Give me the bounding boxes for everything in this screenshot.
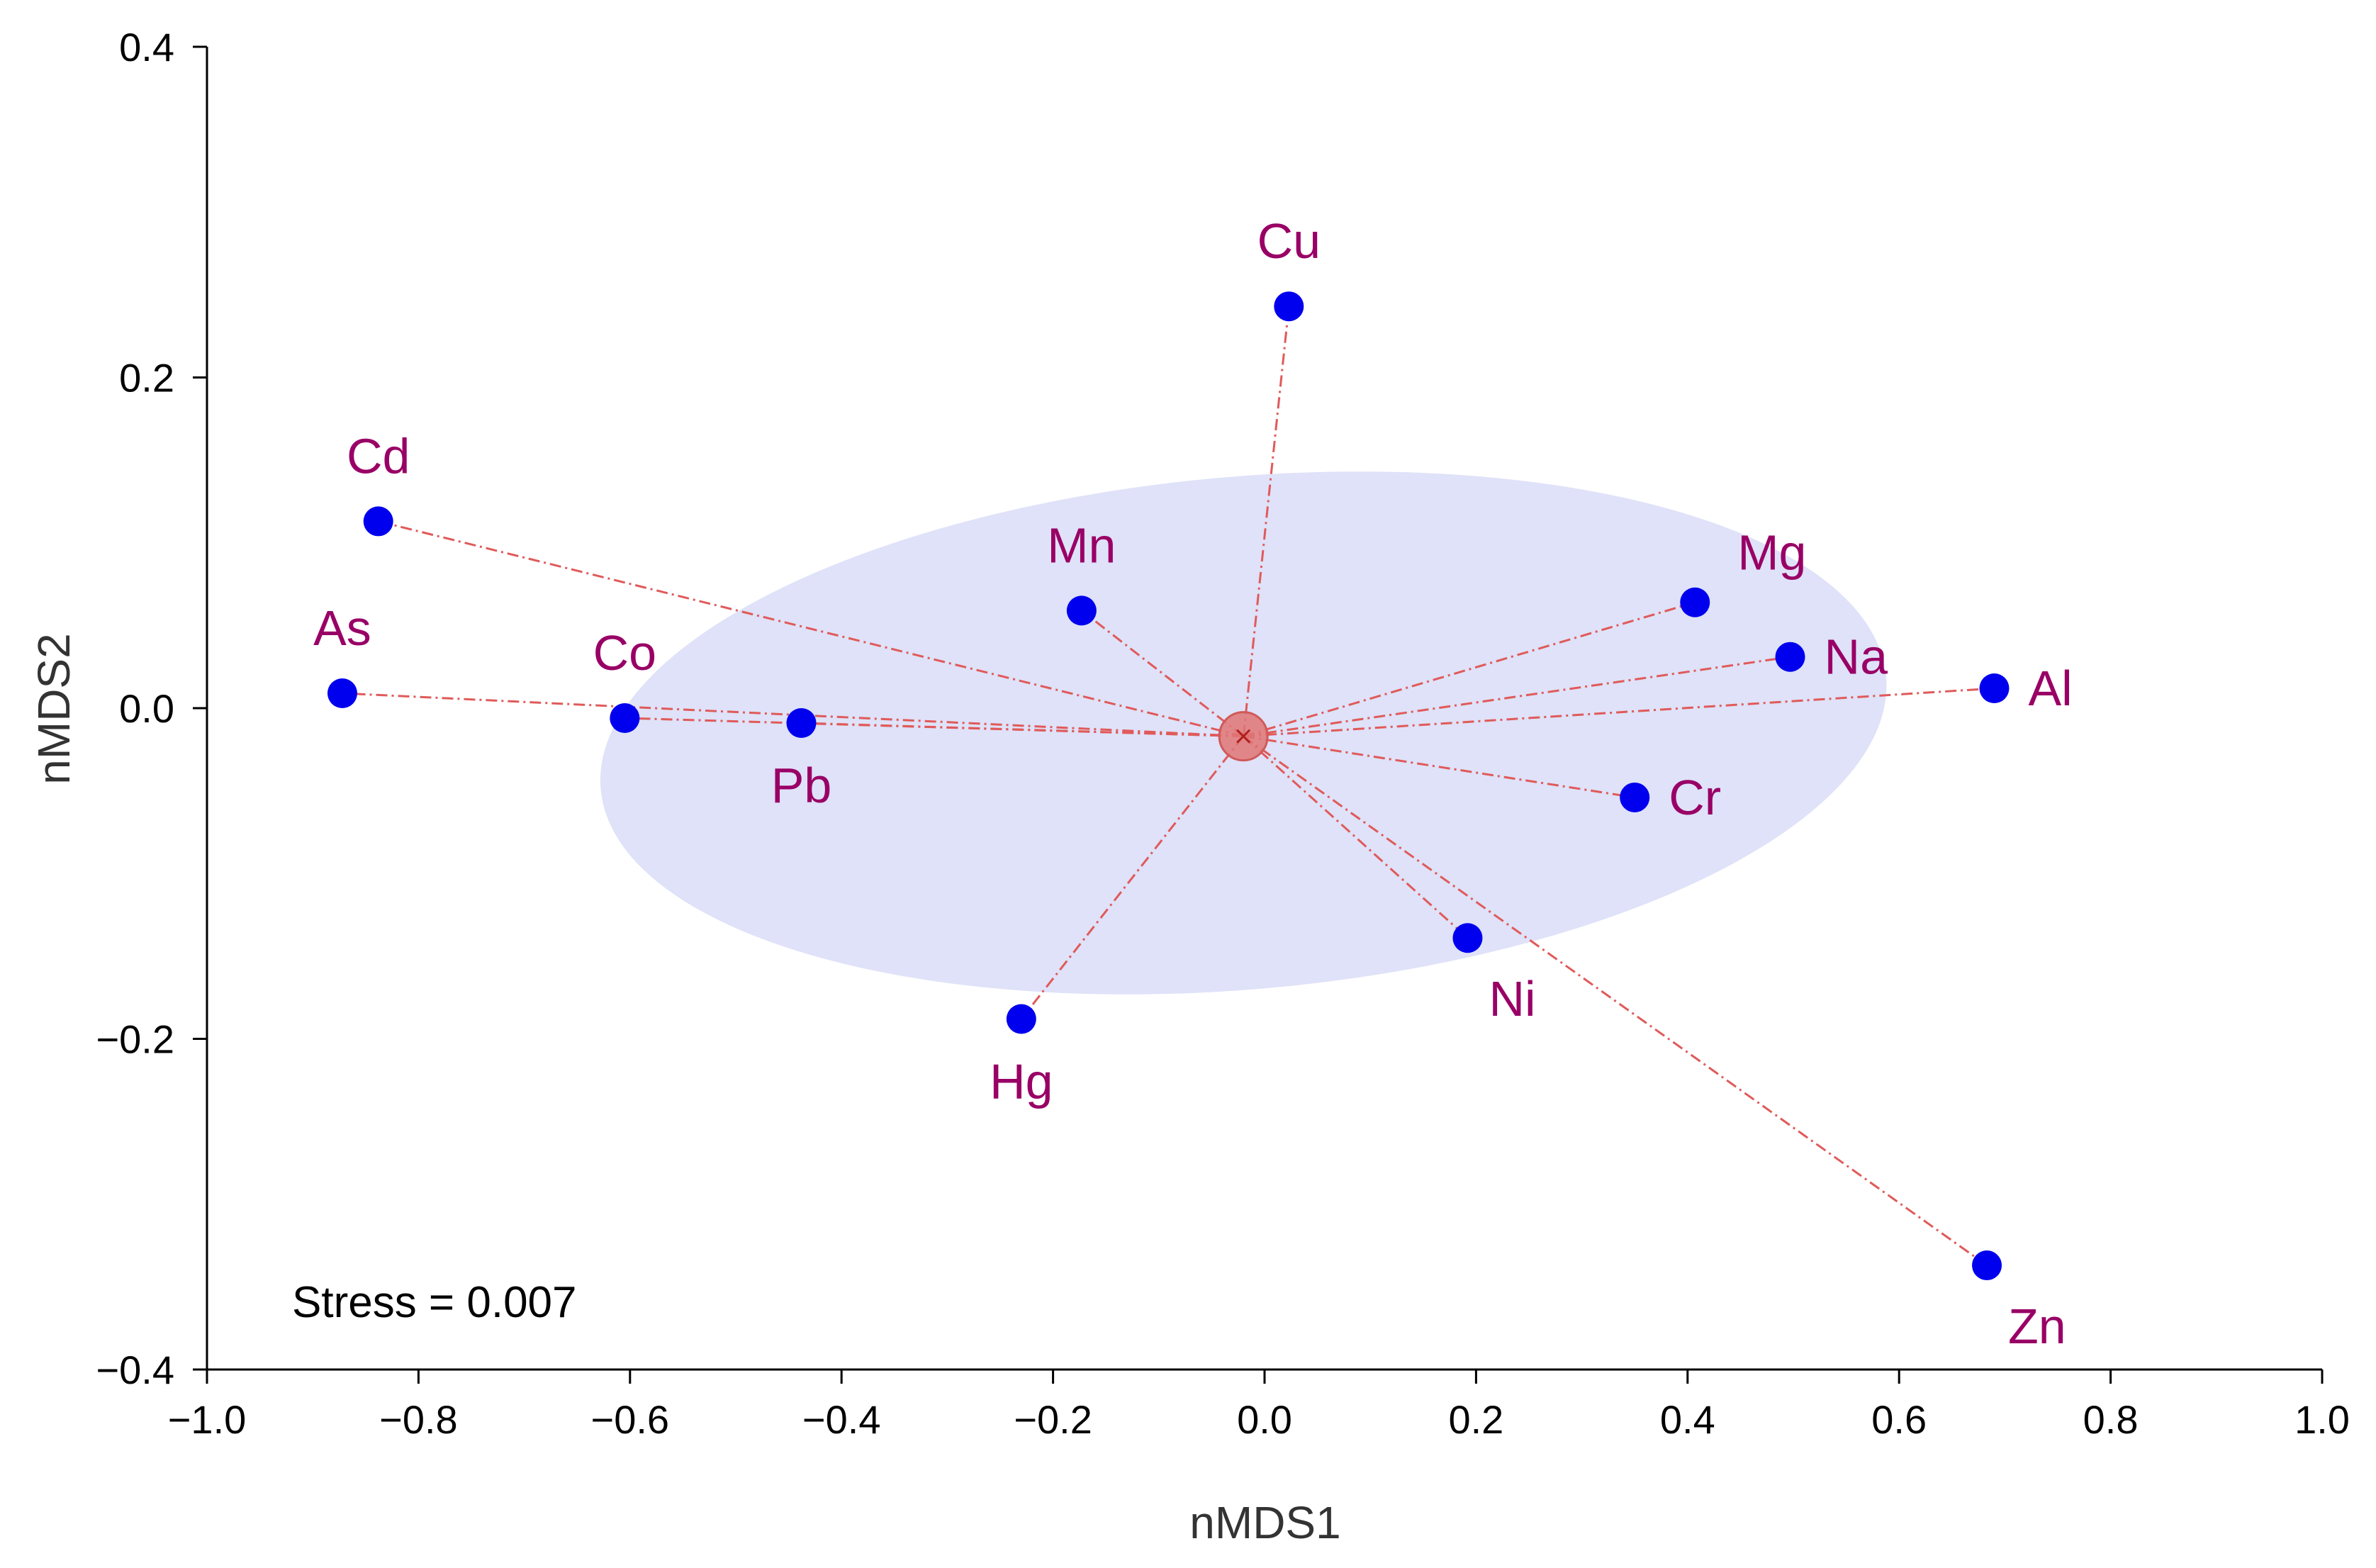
point-label-cd: Cd — [347, 428, 410, 483]
point-hg — [1006, 1004, 1036, 1034]
point-cu — [1274, 291, 1304, 322]
x-tick-label: 0.4 — [1660, 1397, 1715, 1442]
point-label-mn: Mn — [1047, 517, 1116, 573]
x-tick-label: 0.8 — [2083, 1397, 2139, 1442]
point-label-cu: Cu — [1257, 213, 1321, 269]
stress-annotation: Stress = 0.007 — [292, 1278, 577, 1327]
point-pb — [786, 707, 817, 738]
point-zn — [1972, 1250, 2002, 1281]
point-label-cr: Cr — [1669, 770, 1721, 825]
point-label-as: As — [313, 600, 371, 656]
spider-line-hg — [1020, 735, 1245, 1020]
point-label-na: Na — [1825, 629, 1888, 685]
x-tick-label: 1.0 — [2294, 1397, 2350, 1442]
y-tick-label: 0.4 — [119, 25, 174, 69]
point-label-co: Co — [593, 625, 656, 681]
point-mg — [1680, 587, 1710, 617]
y-tick-label: 0.0 — [119, 686, 174, 731]
x-tick-label: −0.2 — [1014, 1397, 1092, 1442]
x-tick-label: −0.6 — [591, 1397, 670, 1442]
x-tick-label: −0.8 — [379, 1397, 458, 1442]
spider-line-cr — [1243, 735, 1635, 799]
point-cd — [363, 506, 393, 537]
point-label-pb: Pb — [771, 758, 832, 813]
point-label-al: Al — [2028, 661, 2072, 716]
point-mn — [1066, 595, 1097, 626]
x-tick-label: 0.6 — [1871, 1397, 1927, 1442]
spider-line-mn — [1080, 610, 1245, 737]
spider-line-zn — [1243, 735, 1988, 1267]
point-cr — [1620, 782, 1650, 812]
y-axis-title: nMDS2 — [28, 633, 79, 784]
x-tick-label: −1.0 — [168, 1397, 247, 1442]
x-axis-title: nMDS1 — [1189, 1497, 1340, 1548]
point-na — [1775, 642, 1805, 672]
spider-line-na — [1243, 656, 1791, 738]
spider-line-al — [1243, 687, 1995, 738]
x-tick-label: 0.0 — [1237, 1397, 1292, 1442]
spider-line-as — [342, 692, 1244, 738]
point-label-mg: Mg — [1737, 525, 1806, 581]
y-tick-label: −0.4 — [96, 1348, 174, 1392]
point-co — [610, 702, 640, 733]
spider-line-cd — [378, 520, 1244, 738]
centroid-cross-icon — [1236, 729, 1251, 744]
point-label-zn: Zn — [2008, 1299, 2066, 1354]
spider-line-cu — [1242, 306, 1290, 737]
spider-line-ni — [1243, 735, 1469, 939]
spider-line-mg — [1243, 601, 1696, 738]
point-al — [1979, 673, 2010, 704]
y-tick-label: −0.2 — [96, 1017, 174, 1062]
point-label-hg: Hg — [990, 1054, 1053, 1109]
y-tick-label: 0.2 — [119, 356, 174, 401]
point-ni — [1452, 923, 1483, 953]
spider-line-pb — [801, 722, 1244, 738]
point-label-ni: Ni — [1489, 971, 1535, 1026]
point-as — [327, 678, 357, 709]
x-tick-label: −0.4 — [802, 1397, 881, 1442]
x-tick-label: 0.2 — [1448, 1397, 1503, 1442]
